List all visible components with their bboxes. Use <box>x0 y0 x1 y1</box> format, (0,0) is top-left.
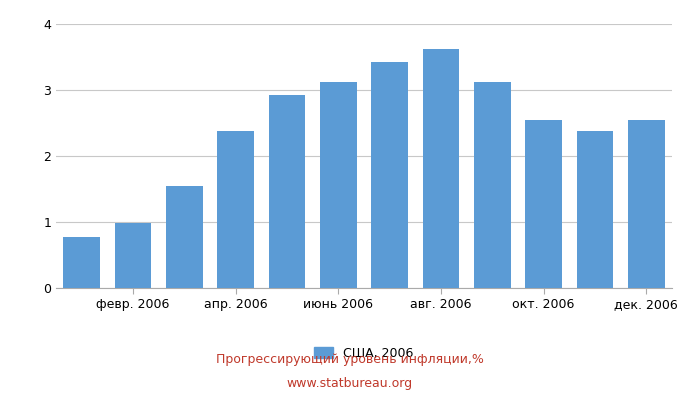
Bar <box>115 223 151 288</box>
Bar <box>63 237 100 288</box>
Bar <box>166 186 203 288</box>
Bar <box>269 95 305 288</box>
Text: www.statbureau.org: www.statbureau.org <box>287 378 413 390</box>
Bar <box>525 120 562 288</box>
Bar <box>423 49 459 288</box>
Bar <box>320 82 357 288</box>
Bar <box>217 131 254 288</box>
Bar <box>577 131 613 288</box>
Bar <box>474 82 511 288</box>
Bar <box>371 62 408 288</box>
Bar <box>628 120 665 288</box>
Text: Прогрессирующий уровень инфляции,%: Прогрессирующий уровень инфляции,% <box>216 354 484 366</box>
Legend: США, 2006: США, 2006 <box>309 342 419 365</box>
